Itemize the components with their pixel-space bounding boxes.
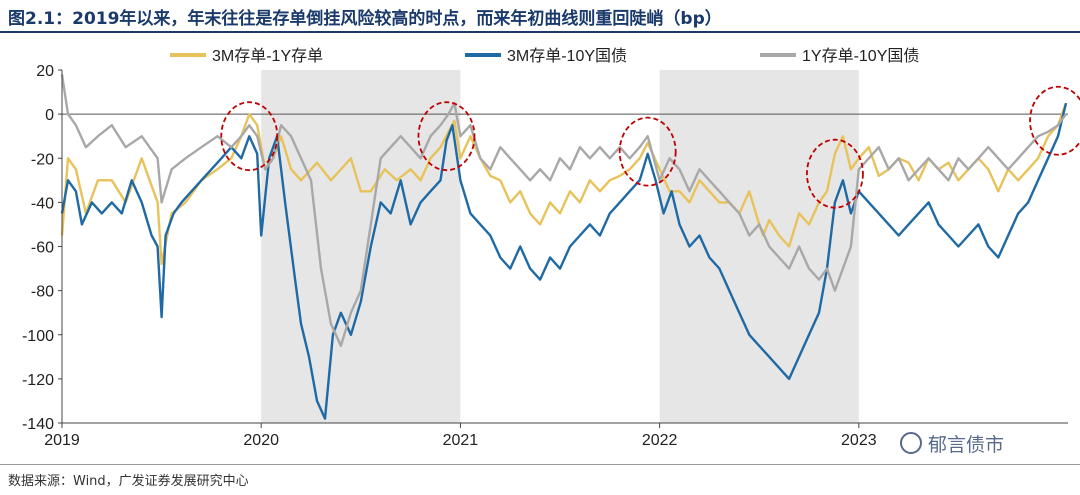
title-divider (0, 31, 1080, 33)
highlight-circle-4 (1029, 85, 1080, 156)
shaded-period-0 (261, 70, 461, 423)
y-tick-label: -120 (22, 372, 54, 389)
highlight-circle-2 (618, 116, 677, 187)
legend: 3M存单-1Y存单 3M存单-10Y国债 1Y存单-10Y国债 (170, 47, 919, 65)
x-tick-label: 2023 (841, 432, 877, 449)
x-tick-label: 2021 (443, 432, 479, 449)
y-tick-label: -40 (31, 195, 54, 212)
y-tick-label: -20 (31, 151, 54, 168)
highlight-circle-0 (220, 101, 279, 172)
legend-label: 1Y存单-10Y国债 (802, 47, 919, 65)
shaded-period-1 (659, 70, 859, 423)
y-tick-label: -140 (22, 416, 54, 433)
y-tick-label: 0 (45, 107, 54, 124)
highlight-circle-3 (806, 138, 864, 209)
series-line-1Y-10Y (60, 74, 1067, 347)
legend-label: 3M存单-1Y存单 (212, 47, 323, 65)
y-tick-label: -100 (22, 328, 54, 345)
y-tick-label: -60 (31, 240, 54, 257)
wechat-icon (900, 432, 922, 454)
series-lines (60, 74, 1068, 420)
series-line-3M-10Y (60, 102, 1068, 420)
y-tick-label: -80 (31, 284, 54, 301)
footer-divider (0, 464, 1080, 465)
source-note: 数据来源：Wind，广发证券发展研究中心 (8, 474, 249, 489)
chart-title: 图2.1：2019年以来，年末往往是存单倒挂风险较高的时点，而来年初曲线则重回陡… (8, 9, 722, 29)
x-tick-label: 2022 (642, 432, 678, 449)
x-tick-label: 2020 (243, 432, 279, 449)
legend-label: 3M存单-10Y国债 (507, 47, 627, 65)
x-tick-label: 2019 (44, 432, 80, 449)
y-tick-label: 20 (36, 63, 54, 80)
watermark: 郁言债市 (900, 430, 1004, 457)
watermark-text: 郁言债市 (928, 434, 1005, 456)
series-line-3M-1Y (60, 102, 1068, 266)
shaded-periods (261, 70, 859, 423)
highlight-circle-1 (417, 101, 476, 172)
highlight-circles (220, 85, 1080, 209)
